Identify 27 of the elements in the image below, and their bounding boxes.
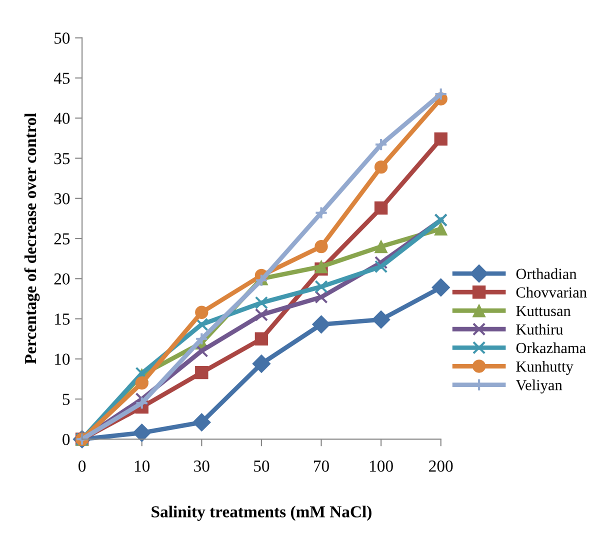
legend-label: Chovvarian [516, 286, 587, 298]
y-tick-label: 0 [62, 434, 70, 446]
legend-label: Kuthiru [516, 324, 563, 335]
x-tick-label: 30 [194, 460, 210, 472]
y-tick-label: 30 [54, 193, 70, 204]
y-tick-label: 5 [62, 394, 70, 406]
x-tick-label: 200 [429, 460, 453, 472]
legend-label: Veliyan [516, 380, 562, 394]
x-tick-label: 0 [78, 460, 86, 472]
x-tick-label: 70 [314, 460, 329, 472]
y-tick-label: 45 [54, 72, 70, 84]
y-tick-label: 50 [54, 32, 70, 44]
x-tick-label: 100 [370, 460, 393, 472]
y-tick-label: 40 [54, 112, 70, 124]
y-tick-label: 35 [54, 152, 70, 164]
y-tick-label: 10 [55, 354, 70, 365]
y-axis-title: Percentage of decrease over control [24, 113, 40, 364]
legend-label: Orthadian [516, 268, 577, 280]
legend-label: Orkazhama [516, 342, 586, 354]
y-tick-label: 25 [54, 233, 70, 244]
x-axis-title: Salinity treatments (mM NaCl) [152, 506, 372, 521]
y-tick-label: 15 [55, 314, 70, 325]
legend-label: Kunhutty [516, 360, 574, 375]
legend-label: Kuttusan [516, 306, 571, 316]
y-tick-label: 20 [54, 273, 70, 285]
x-tick-label: 50 [254, 460, 270, 472]
x-tick-label: 10 [134, 460, 150, 472]
